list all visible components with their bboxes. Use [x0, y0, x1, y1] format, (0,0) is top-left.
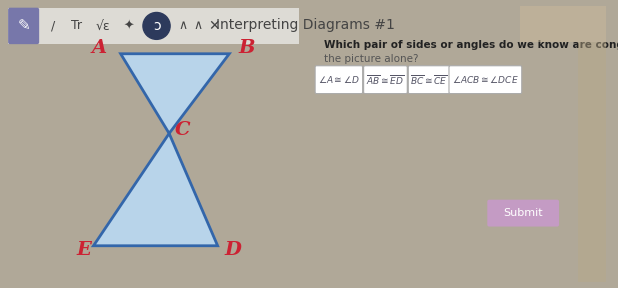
Text: √ε: √ε	[96, 19, 111, 33]
FancyBboxPatch shape	[488, 200, 559, 227]
Polygon shape	[121, 54, 229, 133]
Text: ↄ: ↄ	[153, 19, 160, 33]
Text: the picture alone?: the picture alone?	[324, 54, 419, 64]
FancyBboxPatch shape	[363, 66, 407, 94]
Text: ∧: ∧	[193, 19, 203, 33]
Text: Interpreting Diagrams #1: Interpreting Diagrams #1	[216, 18, 396, 32]
Text: A: A	[91, 39, 107, 57]
Circle shape	[143, 12, 170, 39]
Text: C: C	[175, 121, 190, 139]
Text: $\overline{BC} \cong \overline{CE}$: $\overline{BC} \cong \overline{CE}$	[410, 73, 448, 87]
FancyBboxPatch shape	[449, 66, 522, 94]
Text: ✕: ✕	[208, 19, 219, 33]
Text: E: E	[77, 240, 91, 259]
Text: Tr: Tr	[70, 19, 82, 33]
FancyBboxPatch shape	[8, 8, 299, 44]
Text: $\overline{AB} \cong \overline{ED}$: $\overline{AB} \cong \overline{ED}$	[366, 73, 405, 87]
Text: Which pair of sides or angles do we know are congruent by: Which pair of sides or angles do we know…	[324, 40, 618, 50]
Text: B: B	[239, 39, 255, 57]
Bar	[578, 42, 606, 282]
Text: /: /	[51, 19, 55, 33]
Polygon shape	[93, 133, 218, 246]
Text: Submit: Submit	[504, 208, 543, 218]
FancyBboxPatch shape	[520, 6, 606, 42]
FancyBboxPatch shape	[408, 66, 450, 94]
Text: $\angle A \cong \angle D$: $\angle A \cong \angle D$	[318, 74, 360, 85]
Text: ✎: ✎	[17, 18, 30, 33]
FancyBboxPatch shape	[8, 8, 39, 44]
Text: ✦: ✦	[123, 19, 133, 33]
FancyBboxPatch shape	[315, 66, 363, 94]
Text: $\angle ACB \cong \angle DCE$: $\angle ACB \cong \angle DCE$	[452, 74, 519, 85]
Text: D: D	[225, 240, 242, 259]
Text: ∧: ∧	[178, 19, 187, 33]
